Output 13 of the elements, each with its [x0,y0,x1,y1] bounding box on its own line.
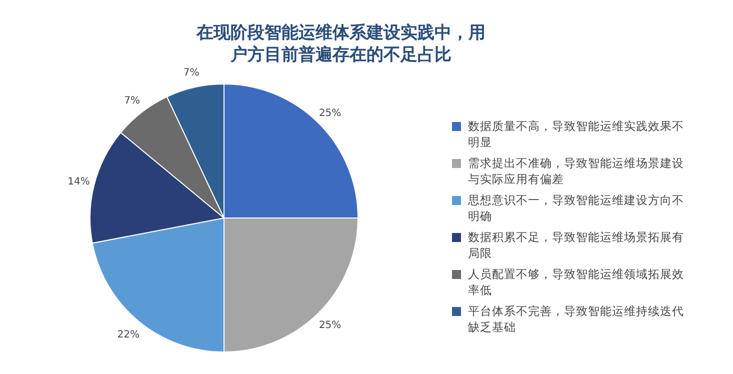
legend-label: 平台体系不完善，导致智能运维持续迭代缺乏基础 [468,304,684,334]
chart-title: 在现阶段智能运维体系建设实践中，用户方目前普遍存在的不足占比 [195,22,486,66]
legend-label: 需求提出不准确，导致智能运维场景建设与实际应用有偏差 [468,156,684,186]
data-label: 25% [318,320,342,332]
legend-label: 人员配置不够，导致智能运维领域拓展效率低 [468,267,684,297]
data-label: 25% [318,108,342,119]
data-label: 14% [68,176,90,188]
legend-label: 数据积累不足，导致智能运维场景拓展有局限 [468,230,684,260]
data-label: 7% [183,68,200,79]
data-label: 22% [117,330,140,341]
data-label: 7% [124,95,140,106]
legend-label: 思想意识不一，导致智能运维建设方向不明确 [468,193,684,223]
legend-label: 数据质量不高，导致智能运维实践效果不明显 [468,119,684,149]
